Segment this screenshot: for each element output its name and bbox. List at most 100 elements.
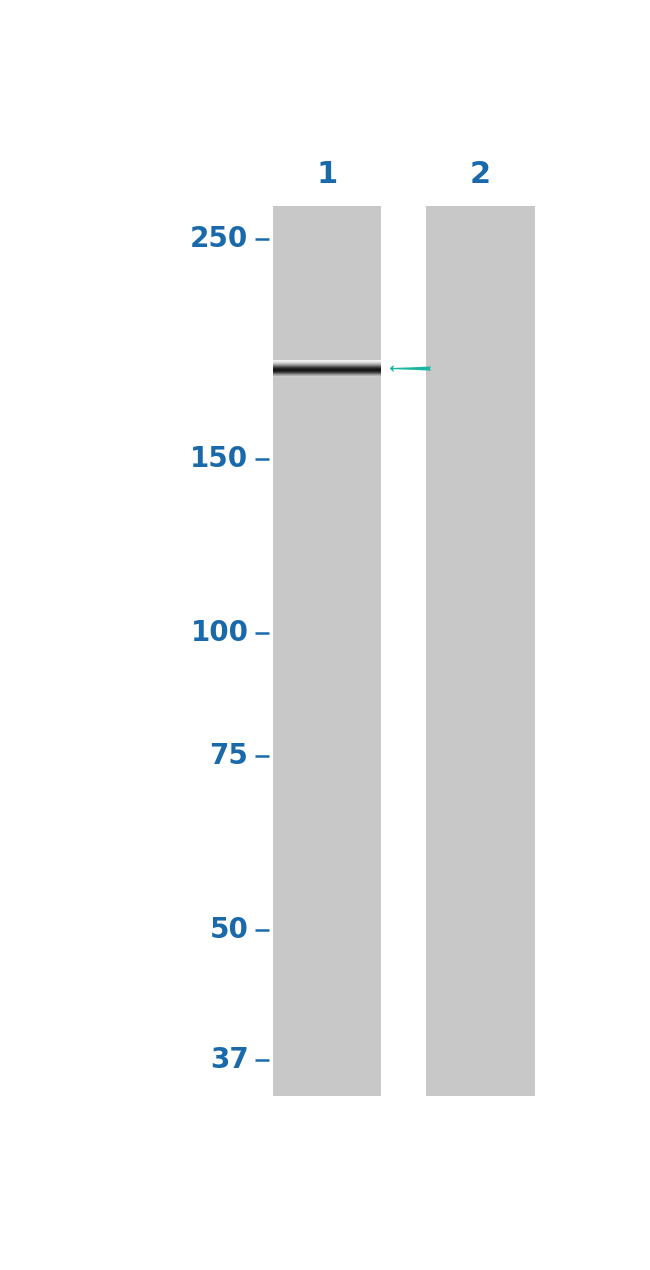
Bar bbox=[343, 359, 344, 377]
Bar bbox=[426, 206, 534, 1096]
Bar bbox=[335, 359, 336, 377]
Bar bbox=[307, 359, 308, 377]
Bar bbox=[322, 359, 323, 377]
Bar bbox=[301, 359, 302, 377]
Bar bbox=[346, 359, 348, 377]
Bar bbox=[291, 359, 292, 377]
Bar bbox=[326, 359, 327, 377]
Bar bbox=[286, 359, 287, 377]
Bar bbox=[364, 359, 365, 377]
Bar bbox=[317, 359, 318, 377]
Bar bbox=[289, 359, 290, 377]
Bar bbox=[353, 359, 354, 377]
Bar bbox=[341, 359, 342, 377]
Bar bbox=[320, 359, 321, 377]
Bar bbox=[327, 359, 328, 377]
Bar bbox=[345, 359, 346, 377]
Bar bbox=[293, 359, 294, 377]
Bar bbox=[365, 359, 366, 377]
Bar bbox=[336, 359, 337, 377]
Bar bbox=[285, 359, 286, 377]
Text: 2: 2 bbox=[470, 160, 491, 188]
Text: 250: 250 bbox=[190, 225, 248, 253]
Bar bbox=[304, 359, 305, 377]
Bar bbox=[350, 359, 351, 377]
Bar bbox=[318, 359, 320, 377]
Bar bbox=[281, 359, 283, 377]
Bar bbox=[332, 359, 333, 377]
Bar bbox=[334, 359, 335, 377]
Text: 150: 150 bbox=[190, 444, 248, 472]
Bar bbox=[360, 359, 361, 377]
Bar bbox=[278, 359, 279, 377]
Bar bbox=[374, 359, 376, 377]
Bar bbox=[342, 359, 343, 377]
Bar bbox=[311, 359, 313, 377]
Bar bbox=[351, 359, 352, 377]
Bar bbox=[273, 359, 274, 377]
Bar bbox=[277, 359, 278, 377]
Bar bbox=[370, 359, 371, 377]
Bar bbox=[357, 359, 358, 377]
Bar bbox=[295, 359, 296, 377]
Bar bbox=[299, 359, 300, 377]
Bar bbox=[373, 359, 374, 377]
Bar bbox=[308, 359, 309, 377]
Bar bbox=[314, 359, 315, 377]
Bar bbox=[329, 359, 330, 377]
Bar bbox=[294, 359, 295, 377]
Bar bbox=[279, 359, 280, 377]
Bar bbox=[306, 359, 307, 377]
Text: 37: 37 bbox=[210, 1045, 248, 1073]
Bar bbox=[378, 359, 379, 377]
Bar bbox=[287, 359, 288, 377]
Bar bbox=[355, 359, 356, 377]
Bar bbox=[339, 359, 341, 377]
Bar bbox=[328, 359, 329, 377]
Bar bbox=[300, 359, 301, 377]
Bar bbox=[276, 359, 277, 377]
Bar bbox=[366, 359, 367, 377]
Bar bbox=[280, 359, 281, 377]
Bar bbox=[305, 359, 306, 377]
Bar bbox=[361, 359, 362, 377]
Bar bbox=[316, 359, 317, 377]
Bar bbox=[363, 359, 364, 377]
Bar bbox=[290, 359, 291, 377]
Bar bbox=[337, 359, 339, 377]
Bar bbox=[313, 359, 314, 377]
Bar bbox=[369, 359, 370, 377]
Bar bbox=[371, 359, 372, 377]
Bar bbox=[362, 359, 363, 377]
Bar bbox=[323, 359, 324, 377]
Text: 100: 100 bbox=[190, 618, 248, 646]
Bar bbox=[325, 359, 326, 377]
Bar bbox=[315, 359, 316, 377]
Bar bbox=[348, 359, 350, 377]
Bar bbox=[302, 359, 304, 377]
Bar bbox=[358, 359, 359, 377]
Bar bbox=[356, 359, 357, 377]
Bar bbox=[333, 359, 334, 377]
Bar bbox=[309, 359, 311, 377]
Bar bbox=[367, 359, 369, 377]
Text: 1: 1 bbox=[316, 160, 337, 188]
Bar bbox=[354, 359, 355, 377]
Bar bbox=[274, 359, 276, 377]
Text: 75: 75 bbox=[209, 742, 248, 771]
Bar bbox=[292, 359, 293, 377]
Bar bbox=[372, 359, 373, 377]
Bar bbox=[379, 359, 380, 377]
Bar bbox=[273, 206, 381, 1096]
Bar bbox=[359, 359, 360, 377]
Bar bbox=[352, 359, 353, 377]
Bar bbox=[283, 359, 285, 377]
Text: 50: 50 bbox=[209, 917, 248, 945]
Bar bbox=[321, 359, 322, 377]
Bar bbox=[376, 359, 378, 377]
Bar bbox=[330, 359, 332, 377]
Bar bbox=[296, 359, 297, 377]
Bar bbox=[288, 359, 289, 377]
Bar bbox=[324, 359, 325, 377]
Bar bbox=[297, 359, 298, 377]
